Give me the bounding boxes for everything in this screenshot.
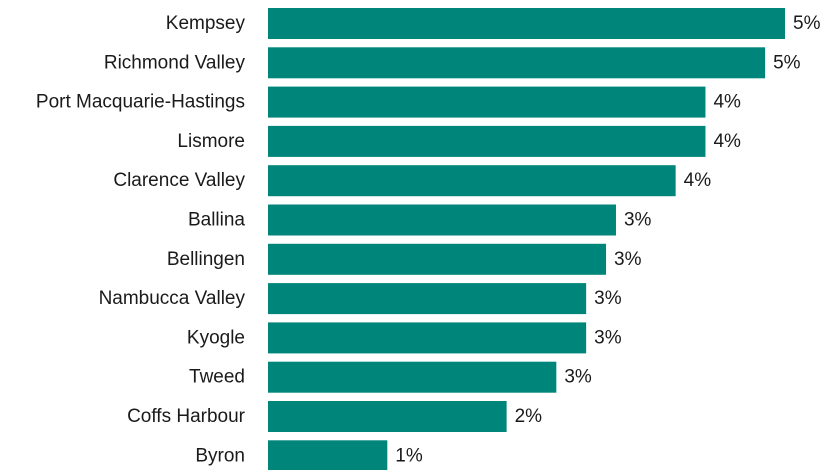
category-labels-group: Kempsey Richmond Valley Port Macquarie-Has…	[36, 13, 246, 466]
bar	[268, 125, 706, 157]
category-label: Bellingen	[167, 249, 245, 270]
value-labels-group: 5%5%4%4%4%3%3%3%3%3%2%1%	[395, 13, 820, 466]
category-label: Nambucca Valley	[99, 288, 246, 309]
bars-group	[268, 8, 785, 470]
bar	[268, 440, 388, 470]
value-label: 3%	[594, 327, 622, 348]
value-label: 5%	[793, 13, 821, 34]
category-label: Port Macquarie-Hastings	[36, 92, 245, 113]
bar	[268, 8, 785, 39]
category-label: Kyogle	[187, 327, 245, 348]
bar	[268, 283, 587, 315]
category-label: Tweed	[189, 367, 245, 388]
value-label: 4%	[713, 131, 741, 152]
category-label: Kempsey	[166, 13, 246, 34]
bar	[268, 165, 676, 197]
value-label: 3%	[624, 210, 652, 231]
category-label: Richmond Valley	[104, 52, 246, 73]
bar	[268, 401, 507, 432]
category-label: Ballina	[188, 210, 245, 231]
value-label: 4%	[684, 170, 712, 191]
value-label: 3%	[614, 249, 642, 270]
value-label: 3%	[564, 367, 592, 388]
value-label: 3%	[594, 288, 622, 309]
value-label: 2%	[515, 406, 543, 427]
value-label: 5%	[773, 52, 801, 73]
bar	[268, 361, 557, 393]
category-label: Lismore	[177, 131, 245, 152]
bar	[268, 86, 706, 118]
value-label: 1%	[395, 445, 423, 466]
bar	[268, 47, 766, 79]
category-label: Byron	[195, 445, 245, 466]
category-label: Clarence Valley	[113, 170, 245, 191]
value-label: 4%	[713, 92, 741, 113]
bar	[268, 322, 587, 354]
bar	[268, 243, 607, 275]
bar	[268, 204, 616, 236]
category-label: Coffs Harbour	[127, 406, 246, 427]
